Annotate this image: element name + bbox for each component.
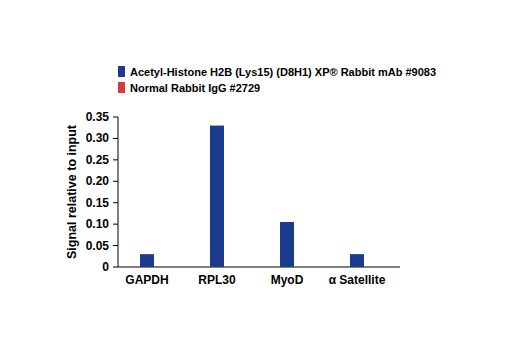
- chart: 0 0.05 0.10 0.15 0.20 0.25 0.30 0.35 Signal rela…: [0, 0, 520, 350]
- y-tick: [113, 159, 118, 160]
- x-tick-label: GAPDH: [125, 273, 168, 287]
- bar: [140, 254, 154, 267]
- y-tick-label: 0.30: [86, 131, 110, 145]
- bar: [154, 267, 168, 268]
- bar: [294, 267, 308, 268]
- y-tick-label: 0.10: [86, 217, 110, 231]
- bar: [224, 267, 238, 268]
- legend-swatch: [118, 82, 125, 93]
- y-tick: [113, 202, 118, 203]
- x-tick-label: α Satellite: [329, 273, 386, 287]
- y-tick-label: 0.25: [86, 153, 110, 167]
- bar: [210, 126, 224, 267]
- y-axis-line: [118, 117, 119, 267]
- bars: [140, 126, 364, 267]
- y-tick: [113, 117, 118, 118]
- y-axis-label: Signal relative to input: [65, 124, 79, 259]
- y-tick: [113, 267, 118, 268]
- legend-label: Normal Rabbit IgG #2729: [130, 82, 260, 94]
- bar: [280, 222, 294, 267]
- bar: [350, 254, 364, 267]
- y-tick: [113, 224, 118, 225]
- y-tick-label: 0: [102, 260, 109, 274]
- y-tick-label: 0.20: [86, 174, 110, 188]
- y-tick: [113, 181, 118, 182]
- y-axis: 0 0.05 0.10 0.15 0.20 0.25 0.30 0.35: [86, 110, 118, 274]
- legend-swatch: [118, 66, 125, 77]
- y-tick-label: 0.05: [86, 239, 110, 253]
- bar: [364, 267, 378, 268]
- legend: Acetyl-Histone H2B (Lys15) (D8H1) XP® Ra…: [118, 66, 436, 94]
- x-tick-label: MyoD: [271, 273, 304, 287]
- y-tick-label: 0.15: [86, 196, 110, 210]
- y-tick-label: 0.35: [86, 110, 110, 124]
- y-tick: [113, 138, 118, 139]
- legend-label: Acetyl-Histone H2B (Lys15) (D8H1) XP® Ra…: [130, 66, 436, 78]
- y-tick: [113, 245, 118, 246]
- x-tick-label: RPL30: [198, 273, 236, 287]
- chart-container: 0 0.05 0.10 0.15 0.20 0.25 0.30 0.35 Signal rela…: [0, 0, 520, 350]
